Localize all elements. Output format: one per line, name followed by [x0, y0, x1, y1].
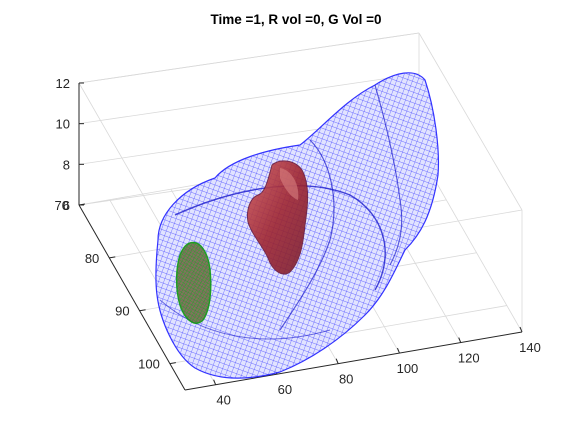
y-tick-mark — [169, 362, 176, 365]
x-tick-label: 120 — [458, 351, 480, 366]
x-tick-label: 80 — [339, 372, 353, 387]
z-tick-label: 8 — [63, 157, 70, 172]
blue-mesh-ridge — [174, 185, 386, 291]
red-patch-highlight — [280, 168, 299, 200]
z-tick-label: 12 — [56, 76, 70, 91]
y-tick-label: 80 — [85, 251, 99, 266]
green-mesh-blob — [175, 241, 212, 324]
y-tick-mark — [78, 203, 86, 206]
z-gridline — [78, 32, 420, 84]
y-tick-label: 70 — [55, 198, 69, 213]
x-tick-mark — [213, 379, 217, 385]
y-axis-line — [78, 204, 186, 391]
chart-title: Time =1, R vol =0, G Vol =0 — [211, 12, 382, 27]
x-axis-line — [184, 331, 523, 391]
z-axis-ticks: 6 8 10 12 — [56, 76, 84, 213]
x-tick-label: 100 — [397, 361, 419, 376]
x-tick-label: 140 — [519, 340, 541, 355]
y-axis-ticks: 70 80 90 100 — [55, 198, 176, 372]
blue-mesh-back-fold — [374, 84, 403, 266]
z-tick-label: 10 — [56, 117, 70, 132]
blue-mesh-fold — [279, 139, 335, 331]
x-tick-mark — [396, 347, 400, 354]
z-tick-label: 6 — [63, 198, 70, 213]
y-tick-mark — [139, 309, 146, 312]
x-tick-label: 40 — [216, 393, 230, 408]
green-mesh-surface — [175, 241, 212, 324]
y-tick-mark — [109, 256, 116, 259]
x-tick-label: 60 — [278, 382, 292, 397]
x-tick-mark — [519, 326, 523, 333]
grid-right-top — [418, 32, 523, 211]
z-gridline — [78, 73, 420, 125]
y-tick-label: 100 — [138, 357, 160, 372]
red-patch-surface — [247, 160, 309, 275]
y-tick-label: 90 — [115, 304, 129, 319]
x-axis-ticks: 40 60 80 100 120 140 — [213, 326, 541, 408]
x-tick-mark — [458, 337, 462, 343]
x-tick-mark — [335, 358, 339, 364]
blue-mesh-base — [159, 299, 331, 340]
